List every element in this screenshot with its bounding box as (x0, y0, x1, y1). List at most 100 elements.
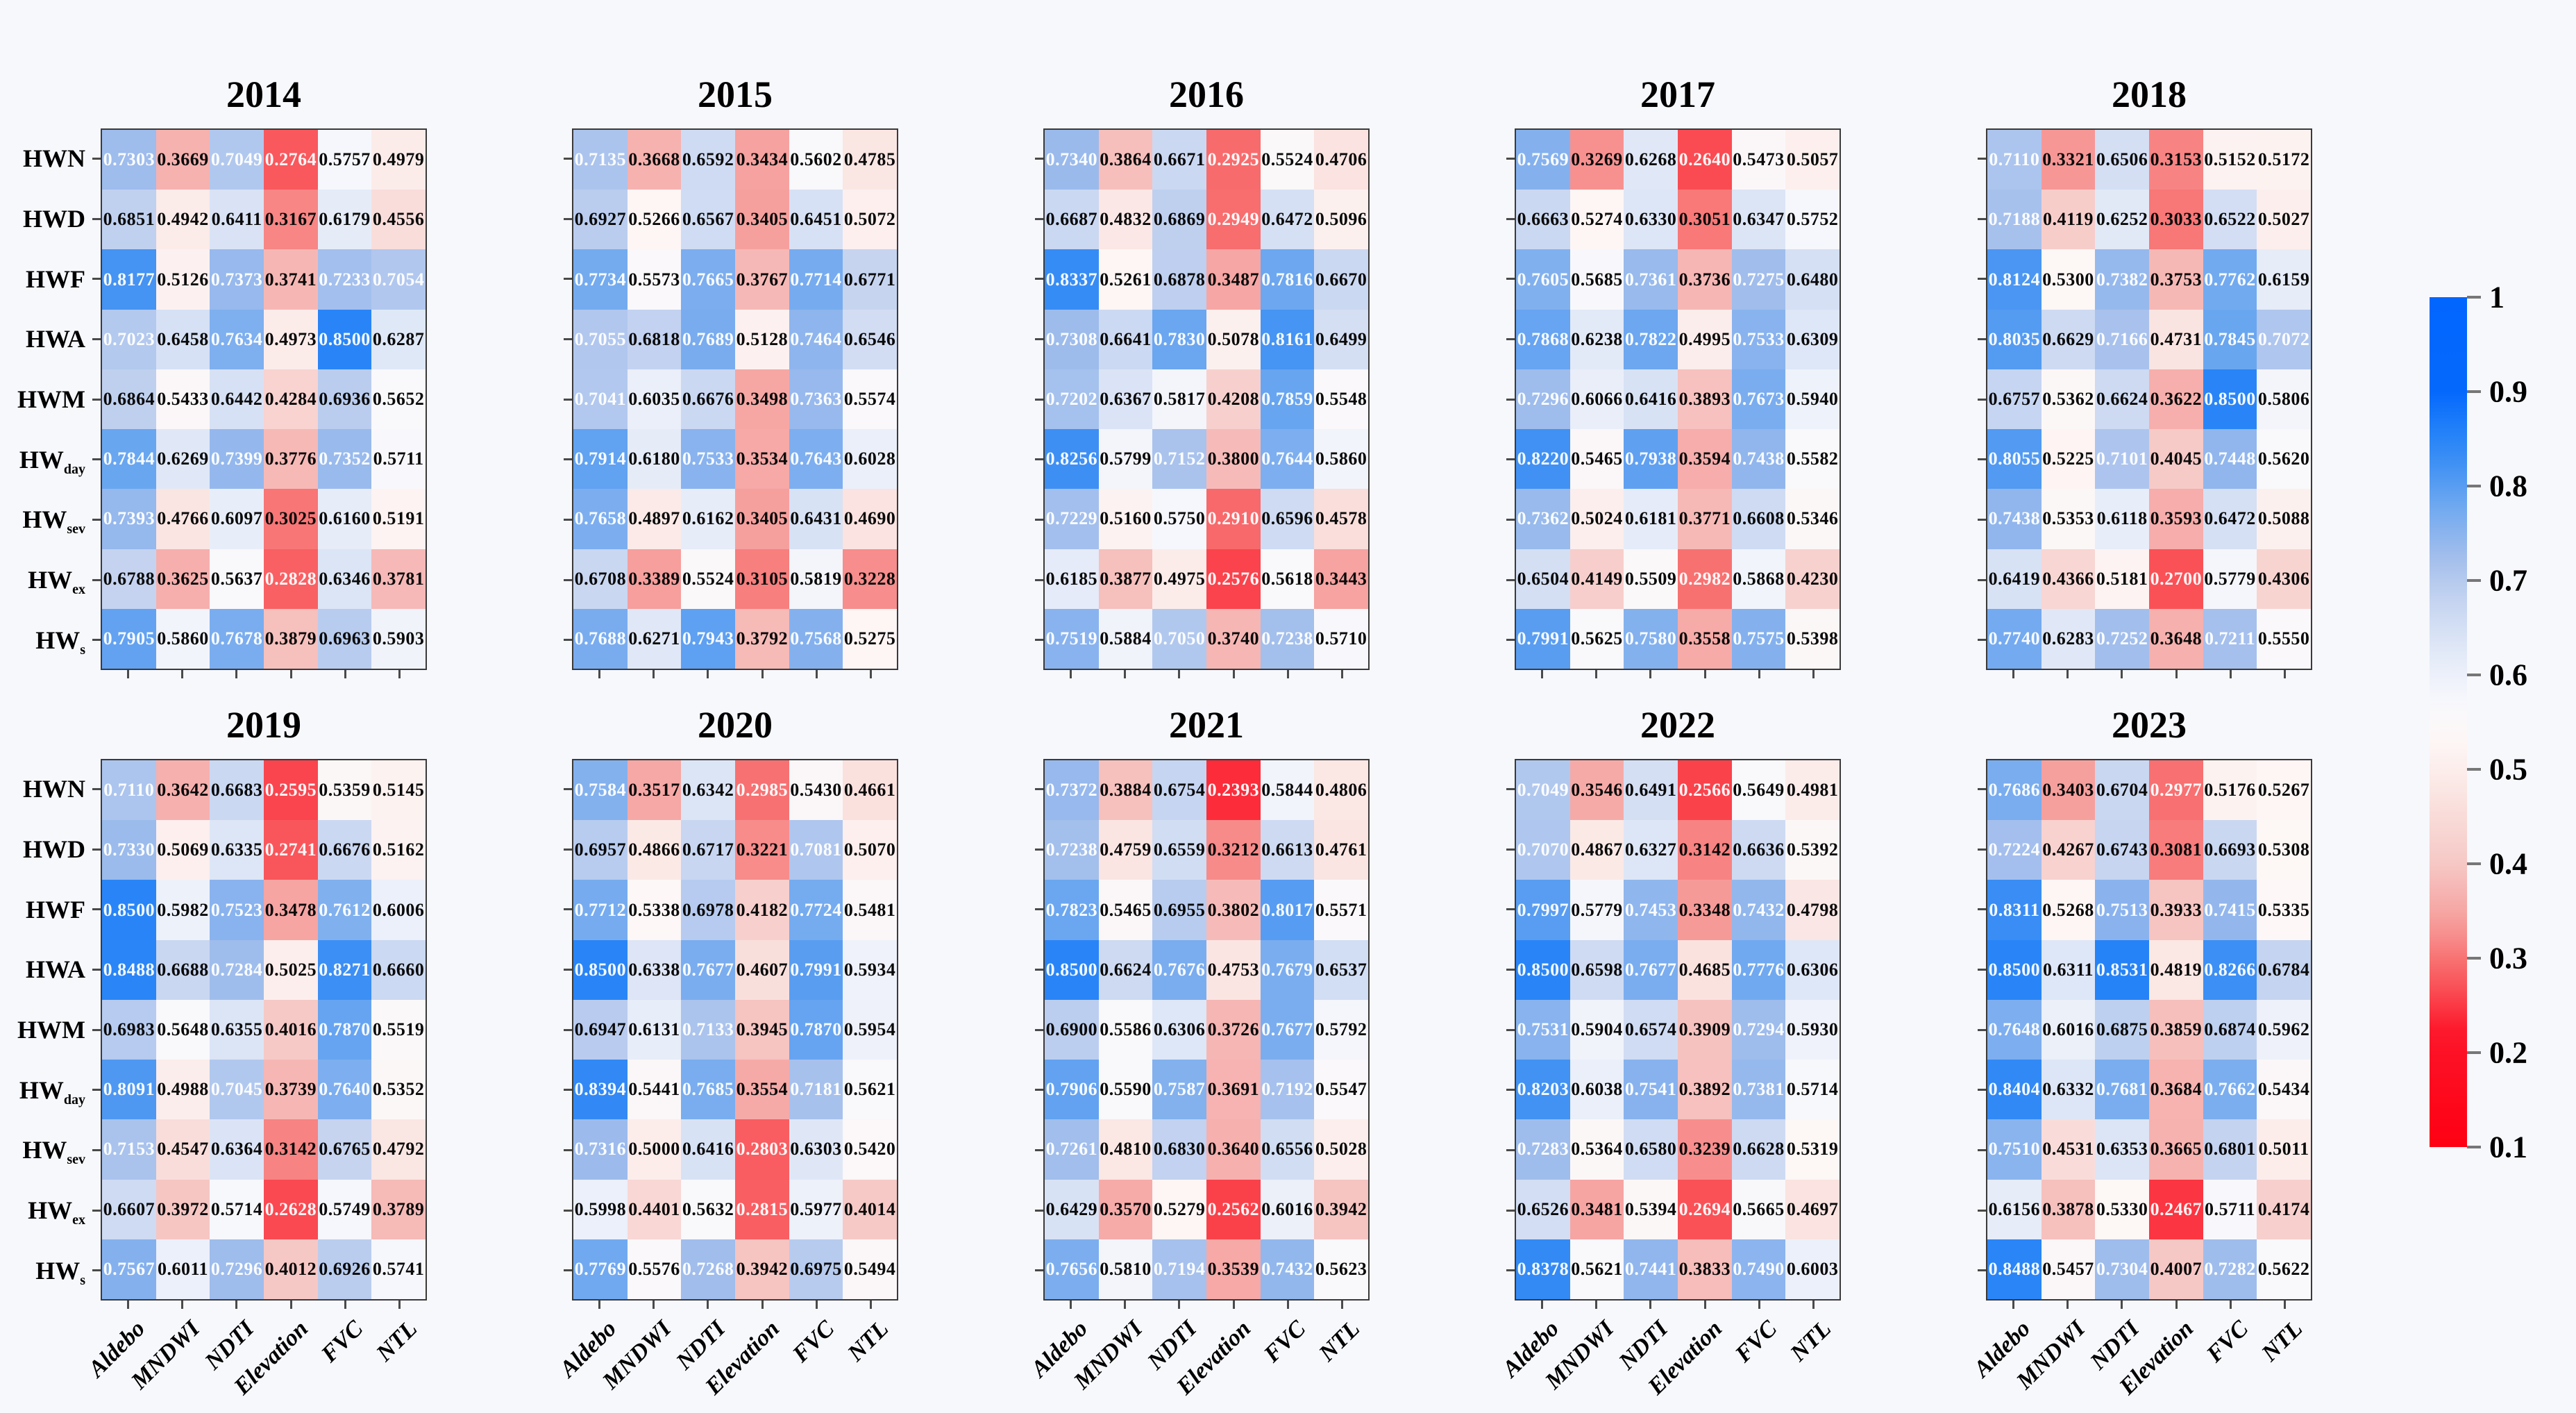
heatmap-cell: 0.6926 (317, 1239, 372, 1299)
heatmap-cell: 0.5817 (1152, 369, 1206, 430)
heatmap-cell: 0.7541 (1624, 1060, 1678, 1120)
heatmap-cell: 0.5181 (2095, 549, 2149, 609)
heatmap-cell: 0.5509 (1624, 549, 1678, 609)
y-axis-tick (1035, 848, 1043, 851)
heatmap-grid: 0.7584 0.3517 0.6342 0.2985 0.5430 0.4661 0.69… (572, 759, 898, 1301)
heatmap-cell: 0.7101 (2095, 429, 2149, 490)
y-axis-tick (1035, 337, 1043, 340)
panel-title: 2014 (226, 74, 301, 115)
heatmap-cell: 0.6975 (789, 1239, 843, 1299)
heatmap-cell: 0.6309 (1785, 309, 1840, 369)
heatmap-cell: 0.3739 (263, 1060, 318, 1120)
heatmap-cell: 0.7194 (1152, 1239, 1206, 1299)
heatmap-cell: 0.5465 (1098, 880, 1153, 940)
x-axis-tick (2012, 670, 2014, 678)
heatmap-cell: 0.7823 (1045, 880, 1099, 940)
x-axis-tick (2121, 1301, 2123, 1309)
heatmap-cell: 0.5394 (1624, 1179, 1678, 1239)
heatmap-cell: 0.5792 (1314, 999, 1368, 1060)
heatmap-cell: 0.6875 (2095, 999, 2149, 1060)
heatmap-cell: 0.6342 (681, 760, 735, 821)
heatmap-cell: 0.6693 (2203, 820, 2257, 880)
heatmap-cell: 0.2910 (1206, 489, 1261, 549)
heatmap-cell: 0.6411 (210, 190, 264, 250)
heatmap-cell: 0.5078 (1206, 309, 1261, 369)
heatmap-cell: 0.6179 (317, 190, 372, 250)
y-axis-tick (564, 518, 572, 521)
heatmap-cell: 0.7679 (1260, 939, 1315, 1000)
col-label: FVC (1258, 1316, 1311, 1368)
x-axis-tick (1341, 1301, 1344, 1309)
heatmap-cell: 0.7050 (1152, 608, 1206, 669)
heatmap-cell: 0.5779 (2203, 549, 2257, 609)
colorbar-tick (2467, 296, 2481, 299)
heatmap-cell: 0.7677 (1260, 999, 1315, 1060)
heatmap-cell: 0.7049 (210, 130, 264, 190)
row-label: HWday (19, 1076, 85, 1107)
heatmap-cell: 0.6574 (1624, 999, 1678, 1060)
heatmap-grid: 0.7372 0.3884 0.6754 0.2393 0.5844 0.4806 0.72… (1043, 759, 1370, 1301)
heatmap-cell: 0.5346 (1785, 489, 1840, 549)
heatmap-cell: 0.5665 (1731, 1179, 1786, 1239)
y-axis-tick (564, 968, 572, 971)
heatmap-cell: 0.5457 (2041, 1239, 2096, 1299)
x-axis-tick (816, 670, 818, 678)
heatmap-cell: 0.6268 (1624, 130, 1678, 190)
heatmap-cell: 0.3498 (734, 369, 789, 430)
heatmap-cell: 0.8500 (317, 309, 372, 369)
heatmap-cell: 0.4012 (263, 1239, 318, 1299)
heatmap-cell: 0.6580 (1624, 1119, 1678, 1180)
y-axis-tick (1035, 217, 1043, 220)
heatmap-cell: 0.5308 (2257, 820, 2311, 880)
heatmap-cell: 0.5711 (371, 429, 426, 490)
heatmap-cell: 0.4182 (734, 880, 789, 940)
x-axis-tick (653, 1301, 655, 1309)
heatmap-cell: 0.3348 (1677, 880, 1732, 940)
y-axis-tick (1506, 217, 1515, 220)
x-axis-tick (2175, 670, 2178, 678)
heatmap-cell: 0.6663 (1516, 190, 1570, 250)
y-axis-tick (1035, 157, 1043, 160)
heatmap-cell: 0.5632 (681, 1179, 735, 1239)
y-axis-tick (1506, 278, 1515, 281)
heatmap-cell: 0.2566 (1677, 760, 1732, 821)
heatmap-cell: 0.7734 (573, 249, 628, 310)
heatmap-cell: 0.2985 (734, 760, 789, 821)
heatmap-cell: 0.3389 (627, 549, 682, 609)
heatmap-cell: 0.2393 (1206, 760, 1261, 821)
heatmap-cell: 0.7275 (1731, 249, 1786, 310)
x-axis-tick (398, 1301, 401, 1309)
heatmap-cell: 0.3789 (371, 1179, 426, 1239)
heatmap-grid: 0.7686 0.3403 0.6704 0.2977 0.5176 0.5267 0.72… (1986, 759, 2312, 1301)
row-label: HWs (35, 626, 85, 658)
heatmap-cell: 0.7822 (1624, 309, 1678, 369)
heatmap-cell: 0.3081 (2148, 820, 2203, 880)
heatmap-cell: 0.8266 (2203, 939, 2257, 1000)
heatmap-cell: 0.6757 (1987, 369, 2042, 430)
x-axis-tick (289, 1301, 292, 1309)
x-axis-tick (235, 670, 238, 678)
heatmap-cell: 0.5473 (1731, 130, 1786, 190)
heatmap-cell: 0.4401 (627, 1179, 682, 1239)
heatmap-cell: 0.6683 (210, 760, 264, 821)
heatmap-cell: 0.6003 (1785, 1239, 1840, 1299)
y-axis-tick (564, 1148, 572, 1151)
x-axis-tick (1595, 670, 1597, 678)
heatmap-cell: 0.5868 (1731, 549, 1786, 609)
heatmap-cell: 0.6704 (2095, 760, 2149, 821)
x-axis-tick (2230, 1301, 2232, 1309)
heatmap-cell: 0.5300 (2041, 249, 2096, 310)
heatmap-cell: 0.4685 (1677, 939, 1732, 1000)
heatmap-cell: 0.8256 (1045, 429, 1099, 490)
heatmap-cell: 0.6006 (371, 880, 426, 940)
heatmap-cell: 0.3025 (263, 489, 318, 549)
heatmap-cell: 0.6016 (1260, 1179, 1315, 1239)
y-axis-tick (1035, 639, 1043, 642)
y-axis-tick (1978, 337, 1986, 340)
colorbar-tick (2467, 674, 2481, 676)
heatmap-cell: 0.6347 (1731, 190, 1786, 250)
heatmap-cell: 0.3212 (1206, 820, 1261, 880)
heatmap-cell: 0.6066 (1569, 369, 1624, 430)
heatmap-cell: 0.7567 (102, 1239, 156, 1299)
heatmap-cell: 0.5088 (2257, 489, 2311, 549)
